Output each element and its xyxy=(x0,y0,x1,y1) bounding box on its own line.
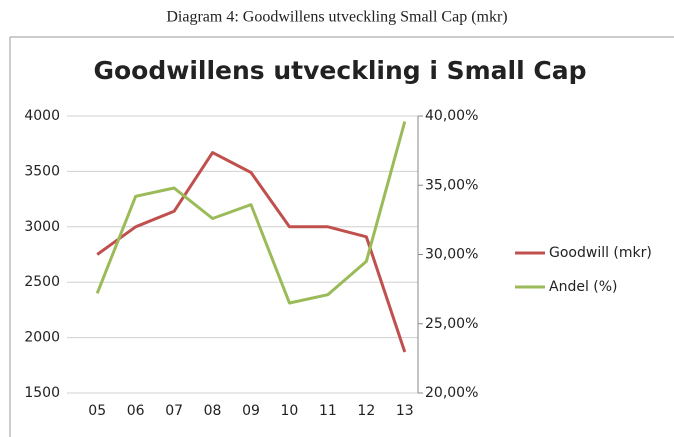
y2-tick-label: 20,00% xyxy=(425,385,478,401)
y2-tick-label: 40,00% xyxy=(425,108,478,124)
x-tick-label: 08 xyxy=(204,403,222,419)
caption: Diagram 4: Goodwillens utveckling Small … xyxy=(166,9,507,26)
x-tick-label: 12 xyxy=(357,403,375,419)
y-tick-label: 2500 xyxy=(24,274,60,290)
series-line xyxy=(95,121,407,305)
x-tick-label: 09 xyxy=(242,403,260,419)
x-tick-label: 07 xyxy=(165,403,183,419)
y2-tick-label: 35,00% xyxy=(425,177,478,193)
y-tick-label: 1500 xyxy=(24,385,60,401)
x-tick-label: 13 xyxy=(396,403,414,419)
legend-label: Andel (%) xyxy=(549,279,618,295)
series-line xyxy=(96,151,407,353)
x-tick-label: 05 xyxy=(88,403,106,419)
x-tick-label: 10 xyxy=(281,403,299,419)
legend-label: Goodwill (mkr) xyxy=(549,245,652,261)
y2-tick-label: 30,00% xyxy=(425,247,478,263)
x-tick-label: 06 xyxy=(127,403,145,419)
y-tick-label: 3000 xyxy=(24,219,60,235)
chart-title: Goodwillens utveckling i Small Cap xyxy=(93,56,586,85)
y-tick-label: 3500 xyxy=(24,163,60,179)
y-tick-label: 2000 xyxy=(24,330,60,346)
y-tick-label: 4000 xyxy=(24,108,60,124)
y2-tick-label: 25,00% xyxy=(425,316,478,332)
x-tick-label: 11 xyxy=(319,403,337,419)
